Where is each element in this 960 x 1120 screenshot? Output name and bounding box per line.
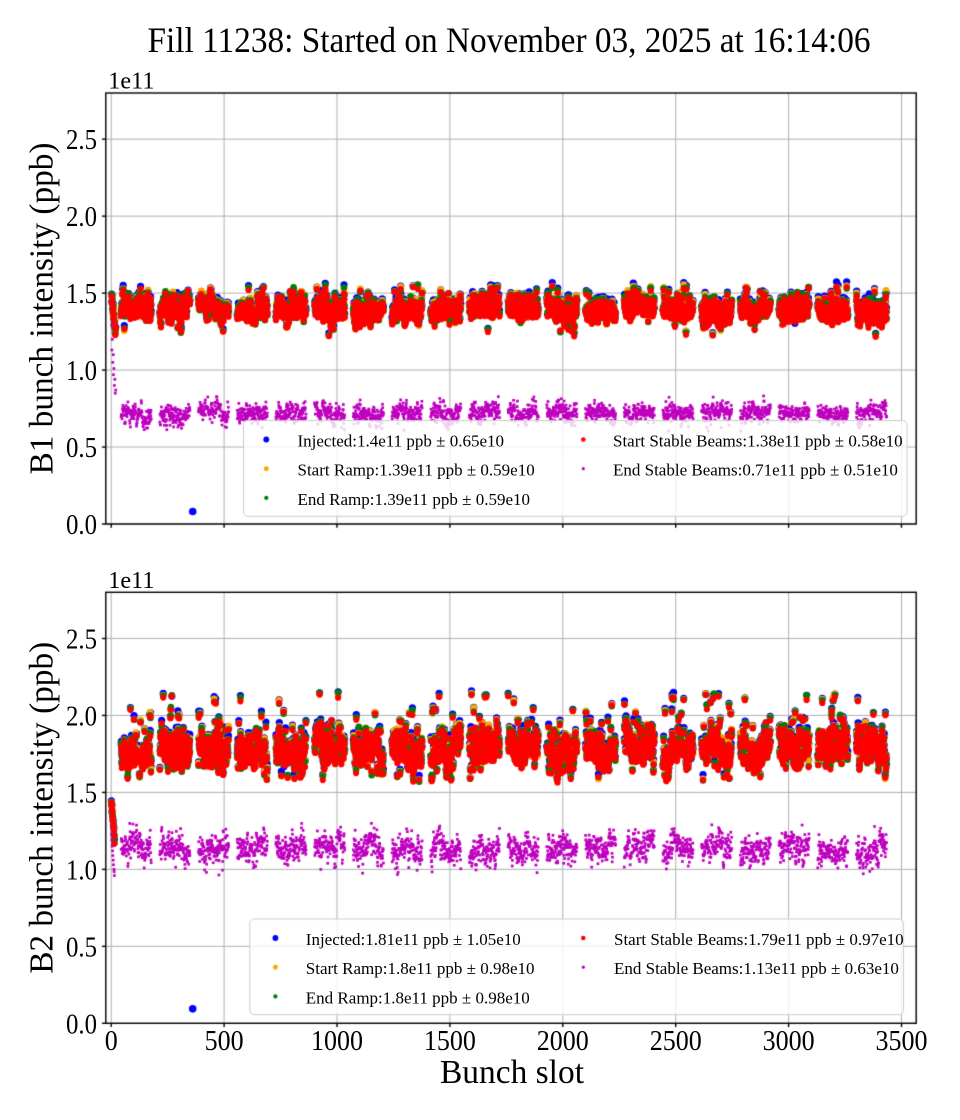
svg-text:End Stable Beams:0.71e11 ppb ±: End Stable Beams:0.71e11 ppb ± 0.51e10	[613, 461, 898, 480]
svg-text:1000: 1000	[311, 1025, 363, 1057]
svg-text:3000: 3000	[763, 1025, 815, 1057]
svg-text:1.0: 1.0	[66, 355, 97, 387]
svg-text:Bunch slot: Bunch slot	[440, 1054, 585, 1091]
svg-text:Start Stable Beams:1.38e11 ppb: Start Stable Beams:1.38e11 ppb ± 0.58e10	[613, 432, 903, 451]
svg-text:Start Ramp:1.39e11 ppb ± 0.59e: Start Ramp:1.39e11 ppb ± 0.59e10	[298, 461, 535, 480]
svg-text:2.5: 2.5	[66, 624, 97, 656]
svg-text:0.0: 0.0	[66, 509, 97, 541]
svg-text:2.5: 2.5	[66, 124, 97, 156]
svg-text:1e11: 1e11	[108, 68, 154, 95]
svg-text:End Ramp:1.39e11 ppb ± 0.59e10: End Ramp:1.39e11 ppb ± 0.59e10	[298, 490, 531, 509]
svg-text:0: 0	[105, 1025, 118, 1057]
svg-text:Start Stable Beams:1.79e11 ppb: Start Stable Beams:1.79e11 ppb ± 0.97e10	[614, 930, 904, 949]
svg-text:1.0: 1.0	[66, 854, 97, 886]
svg-text:Injected:1.81e11 ppb ± 1.05e10: Injected:1.81e11 ppb ± 1.05e10	[306, 930, 521, 949]
svg-text:B2 bunch intensity (ppb): B2 bunch intensity (ppb)	[24, 642, 61, 974]
svg-text:1.5: 1.5	[66, 777, 97, 809]
svg-text:End Ramp:1.8e11 ppb ± 0.98e10: End Ramp:1.8e11 ppb ± 0.98e10	[306, 988, 530, 1007]
svg-text:2000: 2000	[537, 1025, 589, 1057]
svg-text:0.5: 0.5	[66, 931, 97, 963]
svg-text:0.5: 0.5	[66, 432, 97, 464]
svg-text:2.0: 2.0	[66, 201, 97, 233]
svg-text:2500: 2500	[650, 1025, 702, 1057]
svg-text:0.0: 0.0	[66, 1008, 97, 1040]
svg-text:1.5: 1.5	[66, 278, 97, 310]
svg-text:500: 500	[205, 1025, 244, 1057]
svg-text:Fill 11238: Started on Novembe: Fill 11238: Started on November 03, 2025…	[148, 20, 871, 60]
svg-text:3500: 3500	[876, 1025, 928, 1057]
svg-text:1e11: 1e11	[108, 567, 154, 594]
svg-text:B1 bunch intensity (ppb): B1 bunch intensity (ppb)	[24, 143, 61, 475]
svg-text:Start Ramp:1.8e11 ppb ± 0.98e1: Start Ramp:1.8e11 ppb ± 0.98e10	[306, 959, 535, 978]
svg-text:2.0: 2.0	[66, 700, 97, 732]
svg-text:End Stable Beams:1.13e11 ppb ±: End Stable Beams:1.13e11 ppb ± 0.63e10	[614, 959, 899, 978]
svg-text:Injected:1.4e11 ppb ± 0.65e10: Injected:1.4e11 ppb ± 0.65e10	[298, 432, 505, 451]
svg-text:1500: 1500	[424, 1025, 476, 1057]
